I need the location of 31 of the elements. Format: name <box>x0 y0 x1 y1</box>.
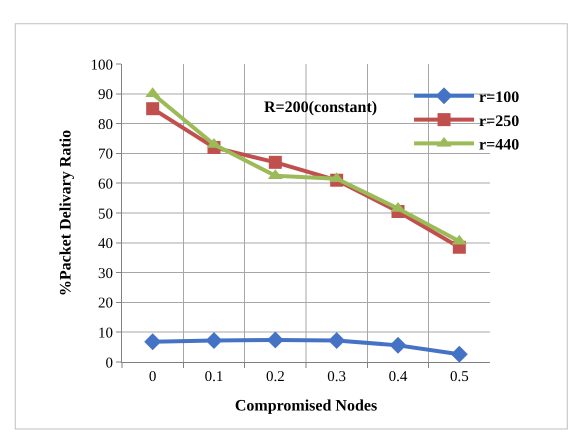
y-axis-title: %Packet Delivary Ratio <box>57 130 74 296</box>
y-tick-label: 0 <box>106 355 113 372</box>
y-tick-label: 100 <box>90 57 113 74</box>
x-tick-label: 0.3 <box>327 369 346 385</box>
point <box>144 333 162 350</box>
point <box>146 102 160 116</box>
point <box>206 332 222 349</box>
y-tick-label: 90 <box>98 87 113 104</box>
annotation: R=200(constant) <box>264 99 378 116</box>
x-axis-title: Compromised Nodes <box>234 398 378 415</box>
x-tick-label: 0.2 <box>266 369 285 385</box>
point <box>266 332 284 348</box>
point <box>450 346 468 362</box>
x-tick-label: 0.5 <box>450 369 469 385</box>
y-tick-label: 50 <box>98 206 113 222</box>
x-tick-label: 0.1 <box>204 369 224 385</box>
point <box>268 156 282 169</box>
y-tick-label: 80 <box>98 116 113 133</box>
point <box>328 332 346 349</box>
y-tick-label: 40 <box>98 236 113 252</box>
point <box>390 336 406 354</box>
y-tick-label: 70 <box>98 146 113 163</box>
legend-label: r=250 <box>479 112 520 130</box>
y-tick-label: 30 <box>98 266 113 282</box>
legend-label: r=440 <box>479 136 520 154</box>
y-tick-label: 60 <box>98 176 113 192</box>
y-tick-label: 20 <box>98 296 113 312</box>
legend-label: r=100 <box>479 89 520 106</box>
y-tick-label: 10 <box>98 325 113 342</box>
x-tick-label: 0.4 <box>388 369 408 385</box>
x-tick-label: 0 <box>148 369 156 385</box>
